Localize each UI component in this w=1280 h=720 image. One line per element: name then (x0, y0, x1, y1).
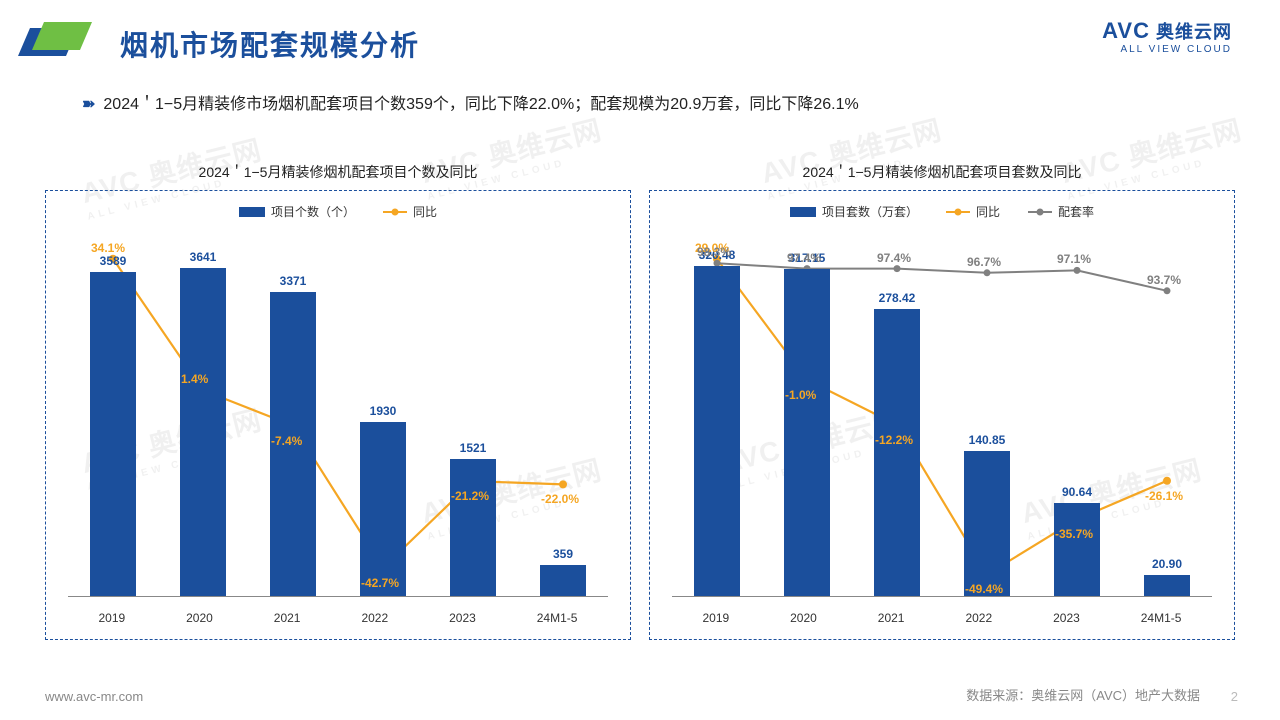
rate-label: 96.7% (967, 255, 1001, 269)
x-tick: 2023 (449, 611, 476, 625)
bar-value-label: 1521 (413, 441, 533, 455)
chart-left-legend: 项目个数（个） 同比 (46, 203, 630, 220)
brand-logo: AVC 奥维云网 ALL VIEW CLOUD (1102, 18, 1232, 55)
x-tick: 24M1-5 (1141, 611, 1182, 625)
bar-value-label: 3371 (233, 274, 353, 288)
bar (874, 309, 921, 597)
bar-value-label: 90.64 (1017, 485, 1137, 499)
summary-line: ➽ 2024＇1−5月精装修市场烟机配套项目个数359个，同比下降22.0%；配套… (82, 90, 859, 114)
x-tick: 2019 (98, 611, 125, 625)
logo-sub: ALL VIEW CLOUD (1102, 44, 1232, 55)
bar (1144, 575, 1191, 597)
rate-label: 98.3% (697, 245, 731, 259)
yoy-label: 1.4% (181, 372, 208, 386)
chart-left-title: 2024＇1−5月精装修烟机配套项目个数及同比 (45, 162, 631, 182)
bullet-icon: ➽ (82, 96, 95, 113)
rate-label: 93.7% (1147, 273, 1181, 287)
x-tick: 2020 (790, 611, 817, 625)
yoy-label: -1.0% (785, 388, 816, 402)
x-tick: 2021 (878, 611, 905, 625)
header-deco-icon (18, 22, 98, 62)
bar (784, 269, 831, 597)
x-tick: 24M1-5 (537, 611, 578, 625)
x-tick: 2022 (965, 611, 992, 625)
legend-item-yoy: 同比 (946, 203, 1000, 220)
bar-value-label: 3641 (143, 250, 263, 264)
yoy-label: 34.1% (91, 241, 125, 255)
bar (450, 459, 497, 597)
chart-right-title: 2024＇1−5月精装修烟机配套项目套数及同比 (649, 162, 1235, 182)
bar (694, 266, 741, 597)
bar-value-label: 1930 (323, 404, 443, 418)
chart-right-plot: 320.48317.15278.42140.8590.6420.9029.0%-… (672, 235, 1212, 597)
rate-label: 97.4% (877, 251, 911, 265)
logo-text: AVC (1102, 18, 1150, 43)
x-tick: 2022 (361, 611, 388, 625)
x-tick: 2019 (702, 611, 729, 625)
yoy-label: -42.7% (361, 576, 399, 590)
x-labels-right: 2019 2020 2021 2022 2023 24M1-5 (672, 611, 1212, 625)
yoy-label: -35.7% (1055, 527, 1093, 541)
footer-page: 2 (1231, 689, 1238, 704)
bar-value-label: 20.90 (1107, 557, 1227, 571)
bar-value-label: 140.85 (927, 433, 1047, 447)
legend-item-rate: 配套率 (1028, 203, 1094, 220)
rate-label: 97.1% (1057, 252, 1091, 266)
charts-row: 2024＇1−5月精装修烟机配套项目个数及同比 项目个数（个） 同比 35893… (45, 190, 1235, 640)
bar (964, 451, 1011, 597)
summary-text: 2024＇1−5月精装修市场烟机配套项目个数359个，同比下降22.0%；配套规… (103, 96, 858, 113)
legend-item-bar: 项目套数（万套） (790, 203, 918, 220)
header: 烟机市场配套规模分析 AVC 奥维云网 ALL VIEW CLOUD (0, 18, 1280, 70)
chart-left: 2024＇1−5月精装修烟机配套项目个数及同比 项目个数（个） 同比 35893… (45, 190, 631, 640)
yoy-label: -22.0% (541, 492, 579, 506)
yoy-label: -26.1% (1145, 489, 1183, 503)
legend-item-yoy: 同比 (383, 203, 437, 220)
yoy-label: -7.4% (271, 434, 302, 448)
legend-item-bar: 项目个数（个） (239, 203, 355, 220)
chart-right-box: 项目套数（万套） 同比 配套率 320.48317.15278.42140.85… (649, 190, 1235, 640)
x-tick: 2021 (274, 611, 301, 625)
bar (180, 268, 227, 598)
chart-right-legend: 项目套数（万套） 同比 配套率 (650, 203, 1234, 220)
x-axis (672, 596, 1212, 597)
footer-source: 数据来源：奥维云网（AVC）地产大数据 (966, 685, 1200, 704)
x-tick: 2023 (1053, 611, 1080, 625)
page-title: 烟机市场配套规模分析 (120, 24, 420, 64)
chart-left-plot: 3589364133711930152135934.1%1.4%-7.4%-42… (68, 235, 608, 597)
bar (1054, 503, 1101, 597)
yoy-label: -12.2% (875, 433, 913, 447)
chart-right: 2024＇1−5月精装修烟机配套项目套数及同比 项目套数（万套） 同比 配套率 … (649, 190, 1235, 640)
chart-left-box: 项目个数（个） 同比 3589364133711930152135934.1%1… (45, 190, 631, 640)
x-tick: 2020 (186, 611, 213, 625)
rate-label: 97.4% (787, 251, 821, 265)
bar (90, 272, 137, 597)
yoy-label: -21.2% (451, 489, 489, 503)
bar (360, 422, 407, 597)
bar-value-label: 359 (503, 547, 623, 561)
bar (540, 565, 587, 597)
bar-value-label: 278.42 (837, 291, 957, 305)
yoy-label: -49.4% (965, 582, 1003, 596)
logo-cn: 奥维云网 (1156, 22, 1232, 42)
x-axis (68, 596, 608, 597)
x-labels-left: 2019 2020 2021 2022 2023 24M1-5 (68, 611, 608, 625)
footer-url: www.avc-mr.com (45, 689, 143, 704)
